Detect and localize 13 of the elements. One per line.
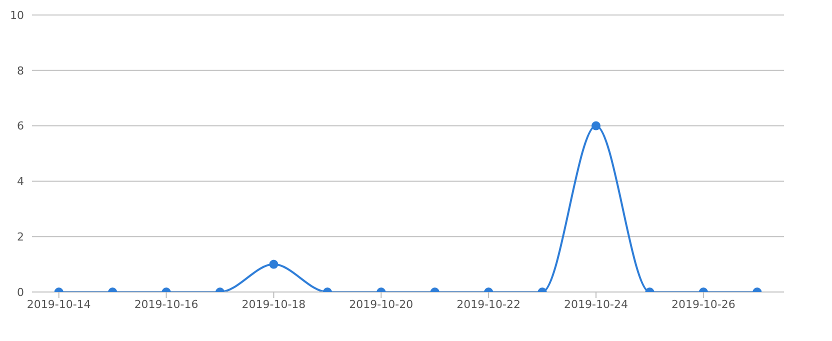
y-tick-label: 2 xyxy=(17,230,24,244)
y-tick-label: 0 xyxy=(17,286,24,299)
x-tick-label: 2019-10-16 xyxy=(134,298,198,311)
x-tick-label: 2019-10-18 xyxy=(242,298,306,311)
y-tick-label: 6 xyxy=(17,120,24,133)
x-tick-label: 2019-10-14 xyxy=(26,298,91,311)
x-tick-label: 2019-10-22 xyxy=(456,298,521,311)
x-tick-label: 2019-10-20 xyxy=(349,298,414,311)
x-tick-label: 2019-10-26 xyxy=(671,298,736,311)
y-tick-label: 4 xyxy=(17,175,24,188)
x-tick-label: 2019-10-24 xyxy=(564,298,628,311)
y-tick-label: 8 xyxy=(17,64,24,78)
y-tick-label: 10 xyxy=(10,8,24,22)
